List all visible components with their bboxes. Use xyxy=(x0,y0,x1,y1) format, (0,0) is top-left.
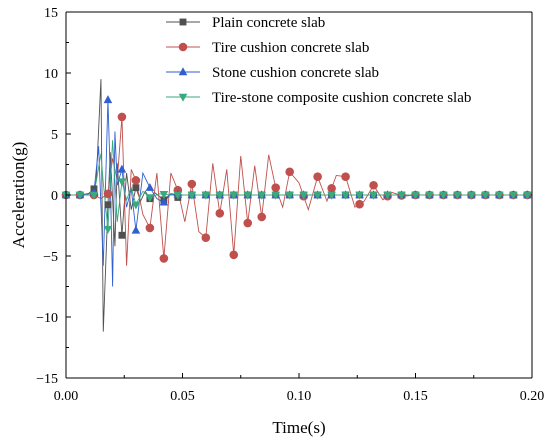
data-point xyxy=(103,225,113,234)
data-point xyxy=(271,183,281,192)
series-2-markers xyxy=(61,112,532,263)
x-axis-title: Time(s) xyxy=(272,418,325,437)
data-point xyxy=(243,218,253,228)
data-point xyxy=(145,194,155,203)
x-tick-label: 0.20 xyxy=(520,389,545,404)
data-point xyxy=(481,191,490,200)
data-point xyxy=(145,182,155,191)
data-point xyxy=(495,191,504,200)
data-point xyxy=(285,191,294,200)
legend-label: Stone cushion concrete slab xyxy=(212,65,379,81)
series-2 xyxy=(66,116,532,266)
y-tick-label: 5 xyxy=(51,128,58,143)
data-point xyxy=(215,209,225,218)
data-point xyxy=(103,189,113,199)
y-tick-label: −15 xyxy=(36,372,58,387)
data-point xyxy=(159,254,169,263)
data-point xyxy=(104,201,112,209)
data-point xyxy=(327,191,336,200)
x-tick-label: 0.15 xyxy=(403,389,428,404)
data-point xyxy=(411,191,420,200)
y-tick-label: −10 xyxy=(36,311,58,326)
data-point xyxy=(187,191,197,200)
data-point xyxy=(397,191,406,200)
x-tick-label: 0.00 xyxy=(54,389,79,404)
data-point xyxy=(341,191,350,200)
legend-marker xyxy=(179,18,187,26)
data-point xyxy=(509,191,518,200)
legend-item: Tire-stone composite cushion concrete sl… xyxy=(166,90,471,106)
data-point xyxy=(313,191,322,200)
data-point xyxy=(523,191,532,200)
data-point xyxy=(243,191,253,200)
legend-item: Stone cushion concrete slab xyxy=(166,65,379,81)
data-point xyxy=(229,191,239,200)
data-point xyxy=(369,191,378,200)
legend-marker xyxy=(178,42,188,52)
data-point xyxy=(467,191,476,200)
x-tick-label: 0.05 xyxy=(170,389,195,404)
data-point xyxy=(173,191,183,200)
data-point xyxy=(118,231,126,239)
data-point xyxy=(201,191,211,200)
data-point xyxy=(271,191,280,200)
data-point xyxy=(117,164,127,173)
data-point xyxy=(117,112,127,122)
y-tick-label: −5 xyxy=(43,250,58,265)
plot-area xyxy=(61,79,532,332)
data-point xyxy=(425,191,434,200)
data-point xyxy=(369,180,378,190)
data-point xyxy=(131,176,141,185)
data-point xyxy=(159,191,169,199)
data-point xyxy=(257,212,267,222)
series-3-markers xyxy=(61,95,532,234)
data-point xyxy=(229,250,239,260)
data-point xyxy=(313,172,322,181)
legend-item: Tire cushion concrete slab xyxy=(166,40,369,56)
series-line xyxy=(66,116,532,266)
legend-marker xyxy=(178,67,188,76)
data-point xyxy=(89,191,99,200)
data-point xyxy=(75,191,85,200)
y-tick-label: 15 xyxy=(44,6,58,21)
data-point xyxy=(355,199,364,209)
legend: Plain concrete slab Tire cushion concrete… xyxy=(166,15,471,106)
data-point xyxy=(341,172,350,181)
y-tick-label: 10 xyxy=(44,67,58,82)
data-point xyxy=(215,191,225,200)
data-point xyxy=(299,191,308,200)
x-tick-label: 0.10 xyxy=(287,389,312,404)
data-point xyxy=(453,191,462,200)
y-axis-title: Acceleration(g) xyxy=(9,142,28,249)
data-point xyxy=(132,184,140,192)
data-point xyxy=(159,197,169,206)
data-point xyxy=(201,233,211,242)
series-4-markers xyxy=(61,178,532,234)
series-3 xyxy=(66,99,532,287)
data-point xyxy=(355,191,364,200)
y-tick-label: 0 xyxy=(51,189,58,204)
data-point xyxy=(187,179,197,189)
legend-label: Plain concrete slab xyxy=(212,15,325,31)
legend-marker xyxy=(178,93,188,102)
data-point xyxy=(131,201,141,210)
data-point xyxy=(327,183,336,193)
data-point xyxy=(257,191,267,200)
legend-item: Plain concrete slab xyxy=(166,15,325,31)
legend-label: Tire-stone composite cushion concrete sl… xyxy=(212,90,471,106)
legend-label: Tire cushion concrete slab xyxy=(212,40,369,56)
data-point xyxy=(383,191,392,200)
data-point xyxy=(285,167,294,177)
series-line xyxy=(66,99,532,287)
data-point xyxy=(131,225,141,234)
ticks: 0.00 0.05 0.10 0.15 0.20 −15 −10 −5 0 5 10 15 xyxy=(36,6,544,404)
data-point xyxy=(145,223,155,233)
data-point xyxy=(439,191,448,200)
data-point xyxy=(103,95,113,104)
data-point xyxy=(117,178,127,187)
